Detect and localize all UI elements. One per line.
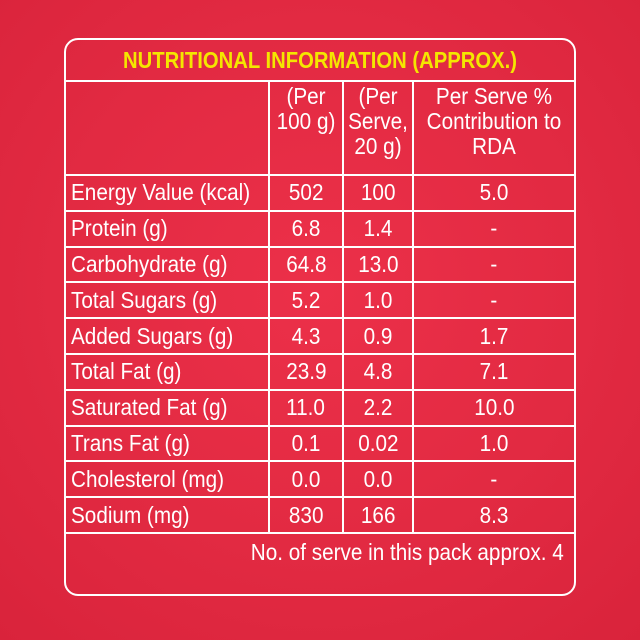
value-per-100g: 64.8 (268, 245, 344, 284)
value-rda: - (412, 281, 574, 320)
table-row: Protein (g) 6.8 1.4- (66, 209, 574, 248)
serves-per-pack-note: No. of serve in this pack approx. 4 (251, 538, 564, 565)
nutrient-name: Cholesterol (mg) (66, 460, 270, 499)
value-per-serve: 2.2 (342, 388, 414, 427)
nutrient-name: Carbohydrate (g) (66, 245, 270, 284)
value-rda: - (412, 460, 574, 499)
value-per-serve: 0.9 (342, 317, 414, 355)
value-per-100g: 0.1 (268, 424, 344, 463)
value-rda: 5.0 (412, 174, 574, 212)
table-header-row: (Per 100 g) (Per Serve, 20 g) Per Serve … (66, 80, 574, 176)
value-per-serve: 100 (342, 174, 414, 212)
value-per-serve: 0.0 (342, 460, 414, 499)
table-row: Carbohydrate (g) 64.8 13.0- (66, 245, 574, 284)
nutrient-name: Protein (g) (66, 209, 270, 248)
nutrient-name: Sodium (mg) (66, 496, 270, 534)
value-per-100g: 11.0 (268, 388, 344, 427)
value-rda: 1.0 (412, 424, 574, 463)
table-row: Trans Fat (g) 0.1 0.02 1.0 (66, 424, 574, 463)
value-per-serve: 166 (342, 496, 414, 534)
nutrient-name: Total Sugars (g) (66, 281, 270, 320)
value-per-100g: 830 (268, 496, 344, 534)
nutrient-name: Energy Value (kcal) (66, 174, 270, 212)
value-per-serve: 1.4 (342, 209, 414, 248)
value-per-100g: 502 (268, 174, 344, 212)
header-rda: Per Serve % Contribution to RDA (412, 80, 574, 176)
table-row: Cholesterol (mg) 0.0 0.0- (66, 460, 574, 499)
nutrition-table: (Per 100 g) (Per Serve, 20 g) Per Serve … (66, 80, 574, 534)
value-rda: - (412, 209, 574, 248)
header-empty-cell (66, 80, 270, 176)
table-row: Total Sugars (g) 5.2 1.0- (66, 281, 574, 320)
value-per-serve: 4.8 (342, 352, 414, 391)
header-per-100g: (Per 100 g) (268, 80, 344, 176)
value-per-serve: 0.02 (342, 424, 414, 463)
value-per-serve: 1.0 (342, 281, 414, 320)
table-row: Added Sugars (g) 4.3 0.9 1.7 (66, 317, 574, 355)
header-per-serve: (Per Serve, 20 g) (342, 80, 414, 176)
nutrient-name: Trans Fat (g) (66, 424, 270, 463)
nutrition-panel: NUTRITIONAL INFORMATION (APPROX.) (Per 1… (64, 38, 576, 596)
nutrient-name: Added Sugars (g) (66, 317, 270, 355)
panel-title: NUTRITIONAL INFORMATION (APPROX.) (123, 47, 517, 73)
table-row: Sodium (mg) 830 166 8.3 (66, 496, 574, 534)
value-rda: 8.3 (412, 496, 574, 534)
value-rda: 1.7 (412, 317, 574, 355)
value-rda: 7.1 (412, 352, 574, 391)
value-per-100g: 0.0 (268, 460, 344, 499)
value-rda: 10.0 (412, 388, 574, 427)
value-per-serve: 13.0 (342, 245, 414, 284)
table-row: Saturated Fat (g) 11.0 2.2 10.0 (66, 388, 574, 427)
table-row: Total Fat (g) 23.9 4.8 7.1 (66, 352, 574, 391)
value-rda: - (412, 245, 574, 284)
nutrient-name: Saturated Fat (g) (66, 388, 270, 427)
value-per-100g: 23.9 (268, 352, 344, 391)
table-row: Energy Value (kcal) 502 100 5.0 (66, 174, 574, 212)
nutrient-name: Total Fat (g) (66, 352, 270, 391)
value-per-100g: 6.8 (268, 209, 344, 248)
value-per-100g: 5.2 (268, 281, 344, 320)
value-per-100g: 4.3 (268, 317, 344, 355)
